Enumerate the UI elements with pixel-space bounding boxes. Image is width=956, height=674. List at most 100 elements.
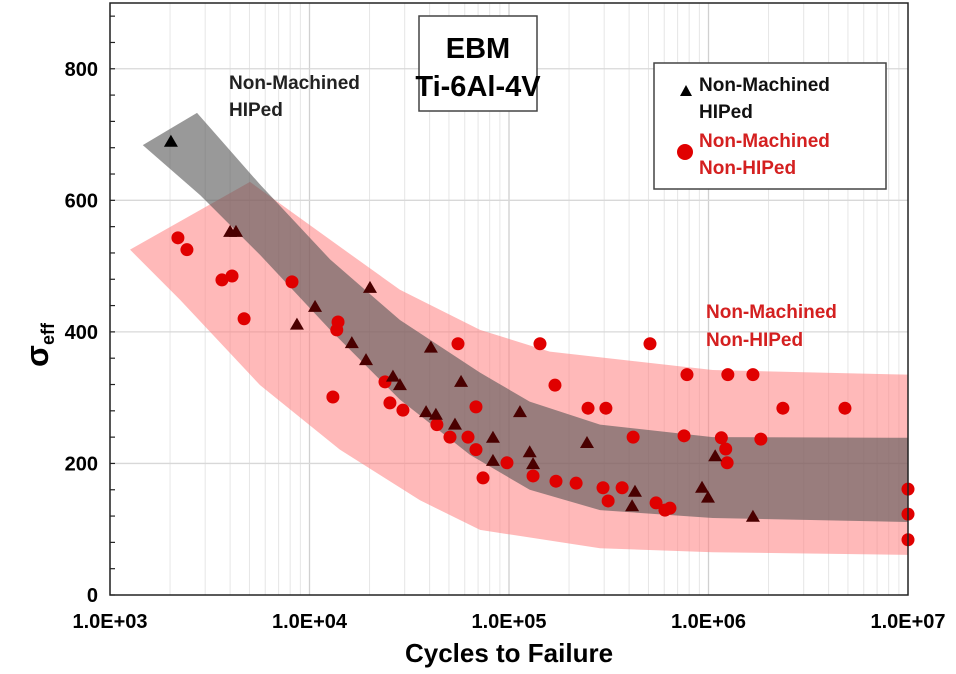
y-tick-label: 0 [87,585,98,607]
data-point-circle [720,456,734,470]
data-point-triangle [359,353,374,366]
y-tick-label: 600 [65,190,98,212]
data-point-circle [215,273,229,287]
data-point-triangle [447,417,462,430]
data-point-circle [680,368,694,382]
annotation-hiped: Non-Machined HIPed [229,73,360,121]
x-axis-label: Cycles to Failure [405,638,613,668]
data-point-circle [643,337,657,351]
y-tick-label: 200 [65,453,98,475]
data-point-circle [746,368,760,382]
data-point-circle [526,469,540,483]
data-point-triangle [485,430,500,443]
svg-text:Non-HIPed: Non-HIPed [706,330,803,351]
data-point-circle [451,337,465,351]
svg-text:Non-HIPed: Non-HIPed [699,158,796,179]
data-point-circle [443,430,457,444]
data-point-triangle [625,499,640,512]
data-point-triangle [385,369,400,382]
data-point-circle [581,401,595,415]
data-point-circle [171,231,185,245]
chart-title-line-1: EBM [446,33,510,65]
x-tick-label: 1.0E+03 [72,611,147,633]
data-point-circle [326,390,340,404]
data-point-circle [430,418,444,432]
data-point-circle [569,476,583,490]
data-point-circle [776,401,790,415]
svg-text:Non-Machined: Non-Machined [699,75,830,96]
annotation-non-hiped: Non-Machined Non-HIPed [706,302,837,351]
data-point-triangle [344,336,359,349]
y-tick-label: 800 [65,59,98,81]
data-point-triangle [526,457,541,470]
data-point-triangle [163,134,178,147]
data-point-circle [721,368,735,382]
plot-frame [109,2,909,596]
title-box: EBM Ti-6Al-4V [415,15,541,112]
data-point-triangle [419,405,434,418]
axes [109,2,909,596]
data-point-triangle [392,378,407,391]
legend: Non-Machined HIPed Non-Machined Non-HIPe… [653,62,887,190]
data-point-triangle [423,340,438,353]
data-point-triangle [512,405,527,418]
data-point-triangle [695,480,710,493]
data-point-circle [396,403,410,417]
data-point-circle [626,430,640,444]
data-point-triangle [428,407,443,420]
x-tick-label: 1.0E+07 [870,611,945,633]
legend-triangle-marker [680,85,692,96]
data-point-circle [500,456,514,470]
data-point-triangle [627,484,642,497]
data-point-circle [548,378,562,392]
data-point-circle [225,269,239,283]
data-point-circle [719,442,733,456]
data-point-circle [838,401,852,415]
data-point-triangle [522,445,537,458]
data-point-circle [615,481,629,495]
x-tick-label: 1.0E+06 [671,611,746,633]
y-axis-label: σeff [19,322,58,367]
data-point-triangle [745,509,760,522]
data-point-circle [383,396,397,410]
data-point-circle [714,431,728,445]
data-point-triangle [289,317,304,330]
data-point-circle [469,443,483,457]
data-point-triangle [362,280,377,293]
data-point-circle [601,494,615,508]
data-point-circle [663,501,677,515]
data-point-circle [237,312,251,326]
data-point-circle [599,401,613,415]
legend-circle-marker [677,144,693,160]
data-point-circle [549,474,563,488]
svg-text:Non-Machined: Non-Machined [706,302,837,323]
chart-title-line-2: Ti-6Al-4V [415,71,541,103]
data-point-circle [469,400,483,414]
svg-text:Non-Machined: Non-Machined [229,73,360,94]
data-point-triangle [708,449,723,462]
data-point-triangle [454,374,469,387]
data-point-circle [754,432,768,446]
data-point-triangle [700,490,715,503]
y-tick-labels: 0 200 400 600 800 [65,59,98,607]
data-point-triangle [228,224,243,237]
x-tick-label: 1.0E+04 [272,611,348,633]
svg-text:Non-Machined: Non-Machined [699,131,830,152]
scatter-bands [130,112,908,555]
data-point-circle [180,243,194,257]
data-point-circle [533,337,547,351]
data-point-circle [330,323,344,337]
data-point-circle [285,275,299,289]
data-point-circle [596,481,610,495]
x-tick-labels: 1.0E+03 1.0E+04 1.0E+05 1.0E+06 1.0E+07 [72,611,945,633]
scatter-band-hiped [142,112,908,522]
data-point-triangle [579,436,594,449]
x-tick-label: 1.0E+05 [471,611,546,633]
data-point-circle [461,430,475,444]
data-points [163,134,915,547]
y-tick-label: 400 [65,322,98,344]
data-point-circle [476,471,490,485]
svg-text:HIPed: HIPed [699,102,753,123]
data-point-triangle [485,453,500,466]
